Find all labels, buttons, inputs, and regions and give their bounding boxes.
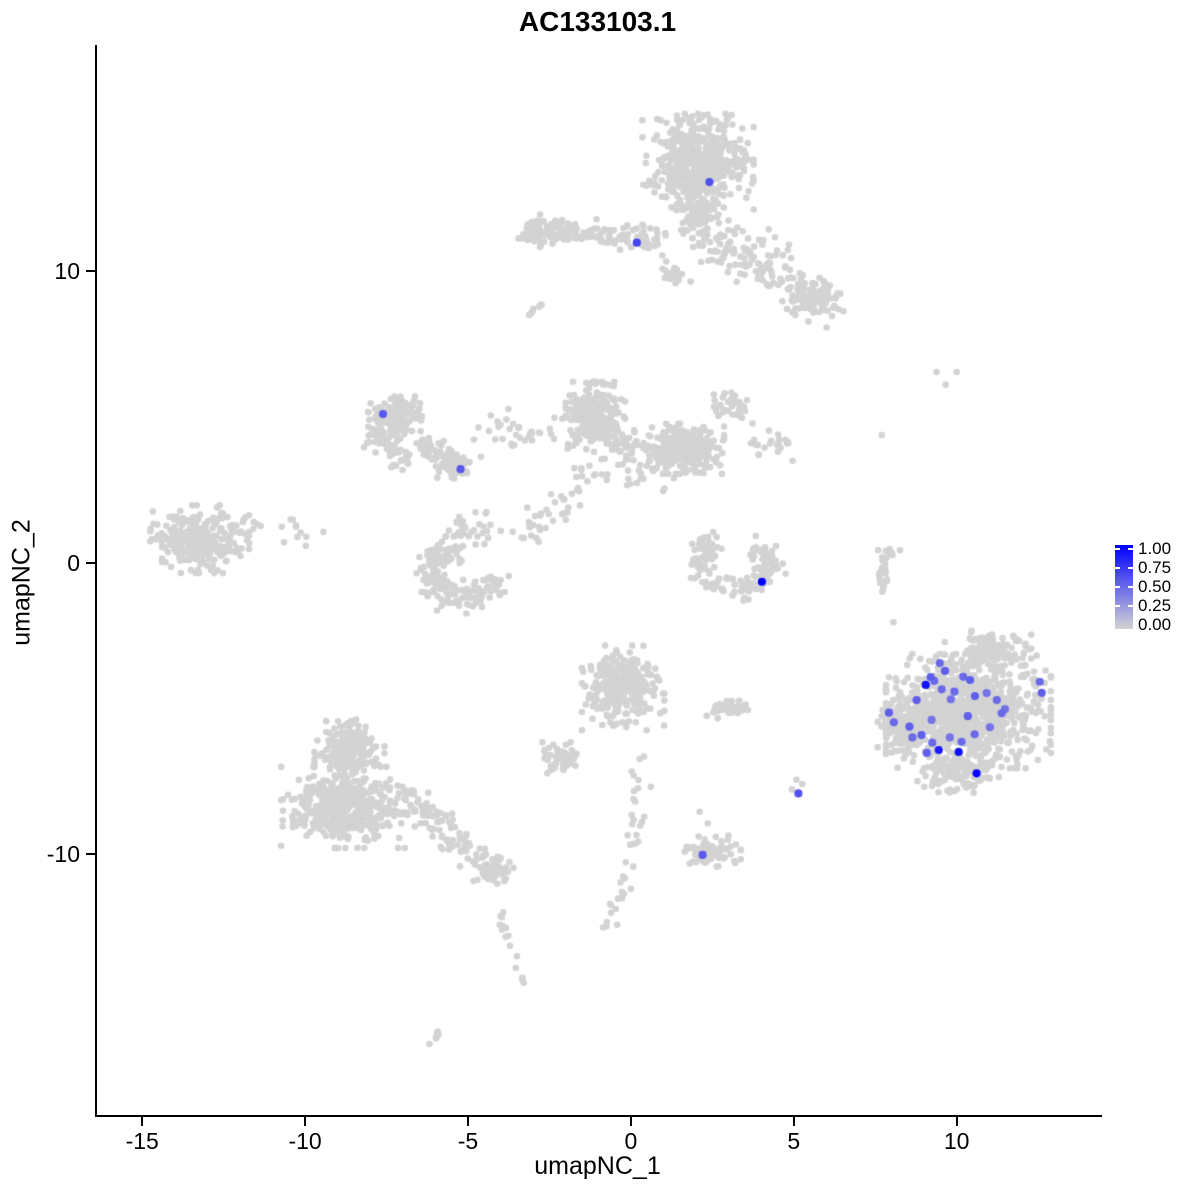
x-tick-mark xyxy=(955,1117,958,1126)
expression-colorbar: 1.00 0.75 0.50 0.25 0.00 xyxy=(1115,540,1195,635)
x-tick-mark xyxy=(792,1117,795,1126)
y-tick-mark xyxy=(86,853,95,856)
y-axis-label: umapNC_2 xyxy=(7,519,36,646)
x-tick-label: 0 xyxy=(624,1128,638,1154)
colorbar-label-000: 0.00 xyxy=(1138,615,1172,634)
x-tick-mark xyxy=(629,1117,632,1126)
x-tick-label: -15 xyxy=(125,1128,159,1154)
colorbar-label-025: 0.25 xyxy=(1138,596,1172,615)
colorbar-label-075: 0.75 xyxy=(1138,558,1172,577)
colorbar-tick xyxy=(1128,605,1133,607)
colorbar-tick xyxy=(1128,586,1133,588)
x-tick-label: -5 xyxy=(457,1128,479,1154)
x-tick-mark xyxy=(467,1117,469,1126)
x-tick-mark xyxy=(141,1117,144,1126)
colorbar-tick xyxy=(1128,567,1133,569)
colorbar-label-050: 0.50 xyxy=(1138,577,1172,596)
plot-title: AC133103.1 xyxy=(518,6,677,37)
colorbar-tick xyxy=(1115,567,1120,569)
colorbar-tick xyxy=(1128,548,1133,550)
y-tick-mark xyxy=(86,269,95,272)
y-tick-mark xyxy=(86,561,95,564)
umap-scatter-canvas xyxy=(97,45,1102,1115)
y-tick-label: 0 xyxy=(67,549,80,576)
x-tick-label: -10 xyxy=(288,1128,322,1154)
colorbar-tick xyxy=(1115,586,1120,588)
y-tick-label: 10 xyxy=(54,257,80,284)
x-tick-mark xyxy=(304,1117,307,1126)
colorbar-label-100: 1.00 xyxy=(1138,539,1172,558)
colorbar-gradient xyxy=(1115,545,1133,629)
x-axis-label: umapNC_1 xyxy=(534,1152,661,1180)
x-tick-label: 10 xyxy=(943,1128,970,1154)
colorbar-tick xyxy=(1115,605,1120,607)
x-tick-label: 5 xyxy=(787,1128,801,1154)
colorbar-tick xyxy=(1115,548,1120,550)
y-tick-label: -10 xyxy=(46,841,80,868)
plot-panel xyxy=(95,45,1102,1117)
